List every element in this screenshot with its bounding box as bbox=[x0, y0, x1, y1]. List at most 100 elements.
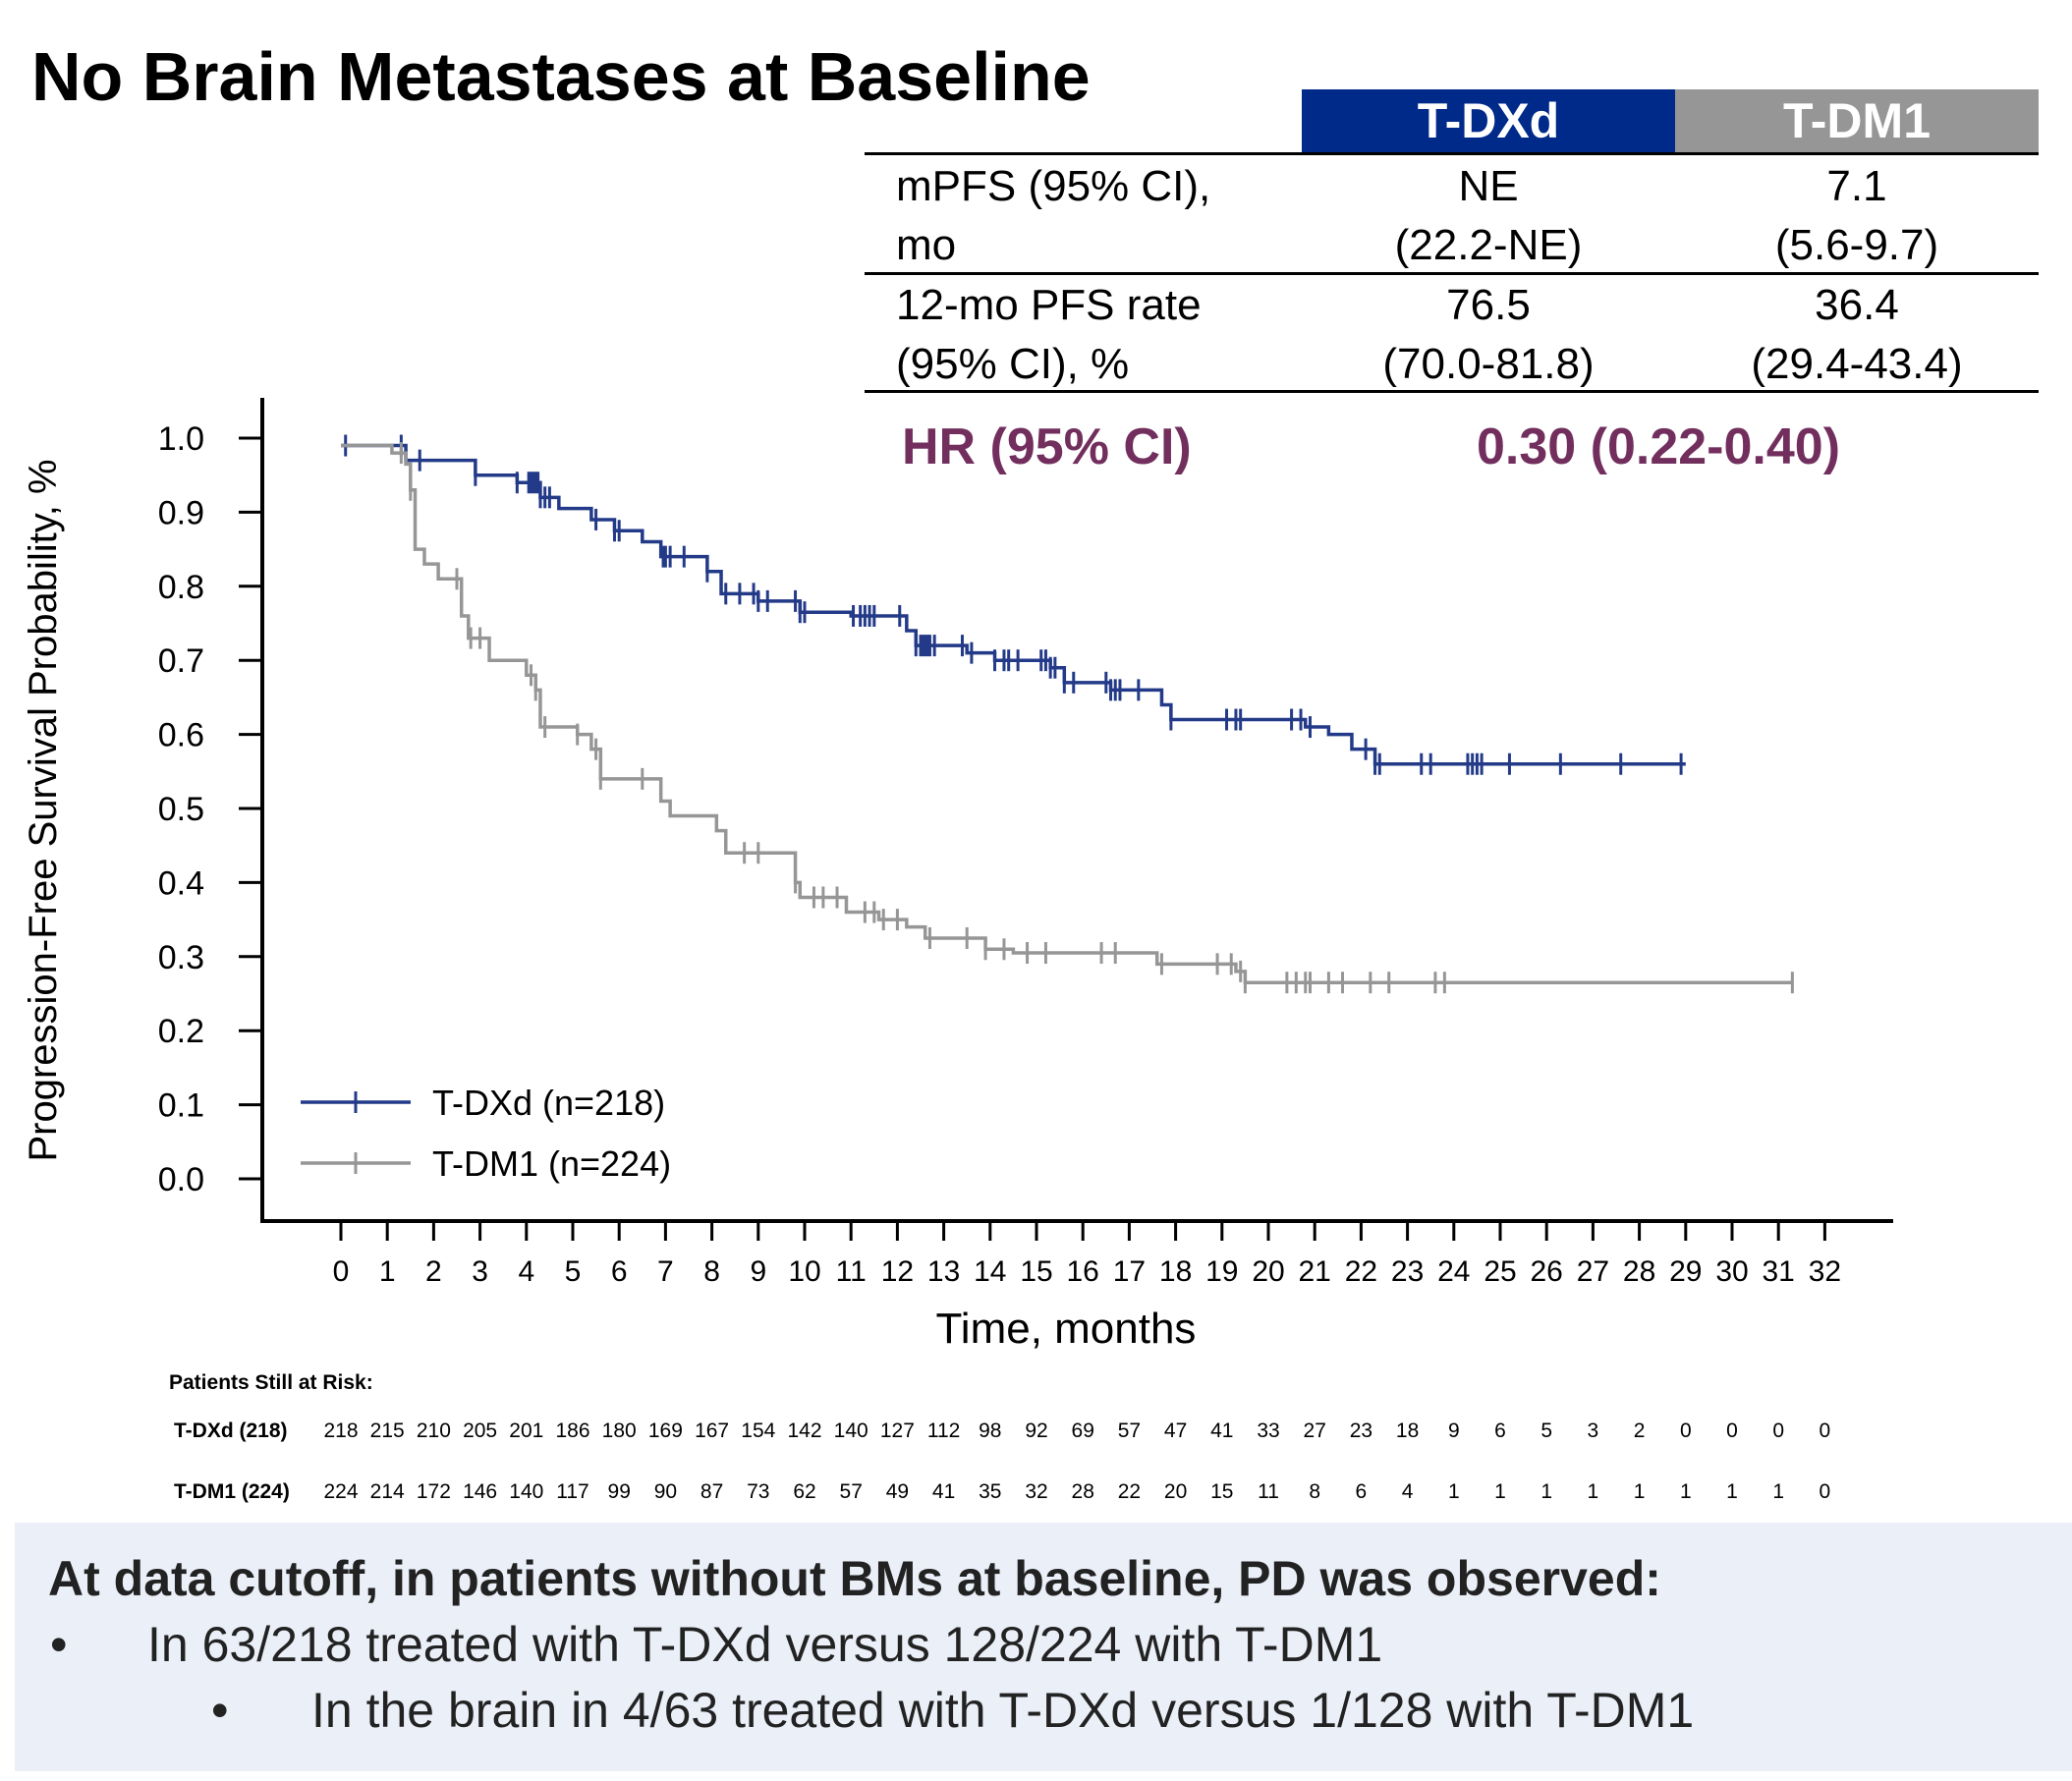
chart-series bbox=[341, 434, 1794, 994]
footer-heading: At data cutoff, in patients without BMs … bbox=[48, 1551, 1661, 1606]
at-risk-value: 127 bbox=[880, 1419, 915, 1442]
chart-legend: T-DXd (n=218) T-DM1 (n=224) bbox=[301, 1083, 671, 1184]
x-tick-label: 22 bbox=[1345, 1255, 1377, 1288]
x-tick-label: 4 bbox=[518, 1255, 534, 1288]
at-risk-value: 224 bbox=[323, 1480, 358, 1503]
at-risk-value: 146 bbox=[463, 1480, 497, 1503]
at-risk-value: 11 bbox=[1258, 1480, 1279, 1503]
at-risk-heading: Patients Still at Risk: bbox=[169, 1371, 373, 1394]
at-risk-value: 1 bbox=[1588, 1480, 1599, 1503]
y-tick-label: 0.7 bbox=[158, 642, 204, 680]
cell-tdxd-pfs12: 76.5 bbox=[1446, 281, 1531, 329]
at-risk-value: 69 bbox=[1072, 1419, 1094, 1442]
x-tick-label: 25 bbox=[1484, 1255, 1516, 1288]
at-risk-value: 87 bbox=[700, 1480, 723, 1503]
at-risk-value: 215 bbox=[370, 1419, 405, 1442]
y-tick-label: 1.0 bbox=[158, 420, 204, 458]
x-tick-label: 30 bbox=[1715, 1255, 1748, 1288]
y-axis-title: Progression-Free Survival Probability, % bbox=[22, 459, 65, 1161]
at-risk-table: Patients Still at Risk:T-DXd (218) 218 215… bbox=[169, 1371, 1830, 1503]
at-risk-value: 1 bbox=[1772, 1480, 1784, 1503]
at-risk-value: 169 bbox=[648, 1419, 683, 1442]
legend-label: T-DM1 (n=224) bbox=[432, 1143, 671, 1184]
at-risk-value: 98 bbox=[979, 1419, 1001, 1442]
cell-tdm1-pfs12-ci: (29.4-43.4) bbox=[1751, 340, 1963, 388]
x-tick-label: 14 bbox=[974, 1255, 1006, 1288]
table-rule bbox=[865, 272, 2039, 275]
at-risk-value: 1 bbox=[1540, 1480, 1552, 1503]
x-tick-label: 3 bbox=[472, 1255, 488, 1288]
footer-summary: At data cutoff, in patients without BMs … bbox=[15, 1523, 2072, 1771]
footer-bullet-2: In the brain in 4/63 treated with T-DXd … bbox=[311, 1683, 1695, 1738]
x-tick-label: 10 bbox=[788, 1255, 820, 1288]
table-header-tdm1: T-DM1 bbox=[1675, 89, 2039, 152]
km-curve bbox=[341, 443, 1686, 766]
x-tick-label: 17 bbox=[1113, 1255, 1146, 1288]
series-tdm1 bbox=[341, 442, 1794, 994]
x-tick-label: 2 bbox=[425, 1255, 442, 1288]
x-tick-label: 16 bbox=[1067, 1255, 1099, 1288]
at-risk-value: 41 bbox=[1210, 1419, 1233, 1442]
at-risk-value: 0 bbox=[1726, 1419, 1738, 1442]
y-tick-label: 0.0 bbox=[158, 1161, 204, 1198]
row-label-mpfs-line1: mPFS (95% CI), bbox=[896, 162, 1211, 210]
at-risk-value: 35 bbox=[979, 1480, 1001, 1503]
at-risk-value: 1 bbox=[1494, 1480, 1506, 1503]
hr-label: HR (95% CI) bbox=[902, 418, 1192, 475]
x-tick-label: 23 bbox=[1391, 1255, 1424, 1288]
at-risk-value: 27 bbox=[1304, 1419, 1326, 1442]
x-tick-label: 19 bbox=[1205, 1255, 1238, 1288]
at-risk-value: 172 bbox=[417, 1480, 451, 1503]
table-rule bbox=[865, 390, 2039, 393]
x-tick-label: 11 bbox=[836, 1255, 867, 1288]
at-risk-value: 1 bbox=[1634, 1480, 1646, 1503]
at-risk-value: 140 bbox=[834, 1419, 868, 1442]
at-risk-value: 57 bbox=[840, 1480, 863, 1503]
at-risk-value: 90 bbox=[654, 1480, 677, 1503]
at-risk-value: 1 bbox=[1726, 1480, 1738, 1503]
x-tick-label: 24 bbox=[1437, 1255, 1470, 1288]
at-risk-value: 112 bbox=[927, 1419, 960, 1442]
at-risk-value: 32 bbox=[1025, 1480, 1047, 1503]
km-chart: 0.00.10.20.30.40.50.60.70.80.91.00 1 2 3 4 5 6… bbox=[22, 398, 1893, 1503]
cell-tdxd-mpfs-ci: (22.2-NE) bbox=[1394, 221, 1583, 269]
at-risk-value: 8 bbox=[1309, 1480, 1320, 1503]
km-curve bbox=[341, 443, 1793, 984]
x-tick-label: 26 bbox=[1531, 1255, 1563, 1288]
at-risk-value: 99 bbox=[608, 1480, 631, 1503]
series-tdxd bbox=[341, 434, 1686, 775]
at-risk-value: 0 bbox=[1820, 1419, 1831, 1442]
at-risk-value: 49 bbox=[886, 1480, 909, 1503]
x-tick-label: 5 bbox=[565, 1255, 582, 1288]
at-risk-row-label: T-DXd (218) bbox=[174, 1419, 288, 1442]
footer-bullet-1: In 63/218 treated with T-DXd versus 128/… bbox=[147, 1617, 1383, 1672]
y-tick-label: 0.3 bbox=[158, 939, 204, 976]
y-tick-label: 0.4 bbox=[158, 864, 204, 902]
cell-tdm1-mpfs: 7.1 bbox=[1826, 162, 1887, 210]
at-risk-value: 214 bbox=[370, 1480, 405, 1503]
x-axis-title: Time, months bbox=[936, 1305, 1197, 1353]
at-risk-value: 23 bbox=[1350, 1419, 1372, 1442]
x-tick-label: 21 bbox=[1299, 1255, 1331, 1288]
at-risk-value: 154 bbox=[741, 1419, 775, 1442]
x-tick-label: 18 bbox=[1159, 1255, 1192, 1288]
at-risk-value: 22 bbox=[1118, 1480, 1141, 1503]
at-risk-value: 1 bbox=[1680, 1480, 1692, 1503]
at-risk-value: 0 bbox=[1680, 1419, 1692, 1442]
cell-tdm1-pfs12: 36.4 bbox=[1815, 281, 1899, 329]
at-risk-value: 140 bbox=[509, 1480, 543, 1503]
x-tick-label: 12 bbox=[881, 1255, 914, 1288]
at-risk-value: 41 bbox=[932, 1480, 955, 1503]
slide-title: No Brain Metastases at Baseline bbox=[31, 38, 1091, 115]
x-tick-label: 1 bbox=[379, 1255, 396, 1288]
row-label-mpfs-line2: mo bbox=[896, 221, 957, 269]
y-tick-label: 0.5 bbox=[158, 791, 204, 828]
legend-label: T-DXd (n=218) bbox=[432, 1083, 665, 1123]
at-risk-value: 0 bbox=[1772, 1419, 1784, 1442]
at-risk-value: 18 bbox=[1396, 1419, 1419, 1442]
at-risk-value: 142 bbox=[787, 1419, 821, 1442]
row-label-pfs12-line1: 12-mo PFS rate bbox=[896, 281, 1202, 329]
at-risk-value: 0 bbox=[1820, 1480, 1831, 1503]
y-tick-label: 0.2 bbox=[158, 1013, 204, 1050]
at-risk-value: 186 bbox=[555, 1419, 589, 1442]
